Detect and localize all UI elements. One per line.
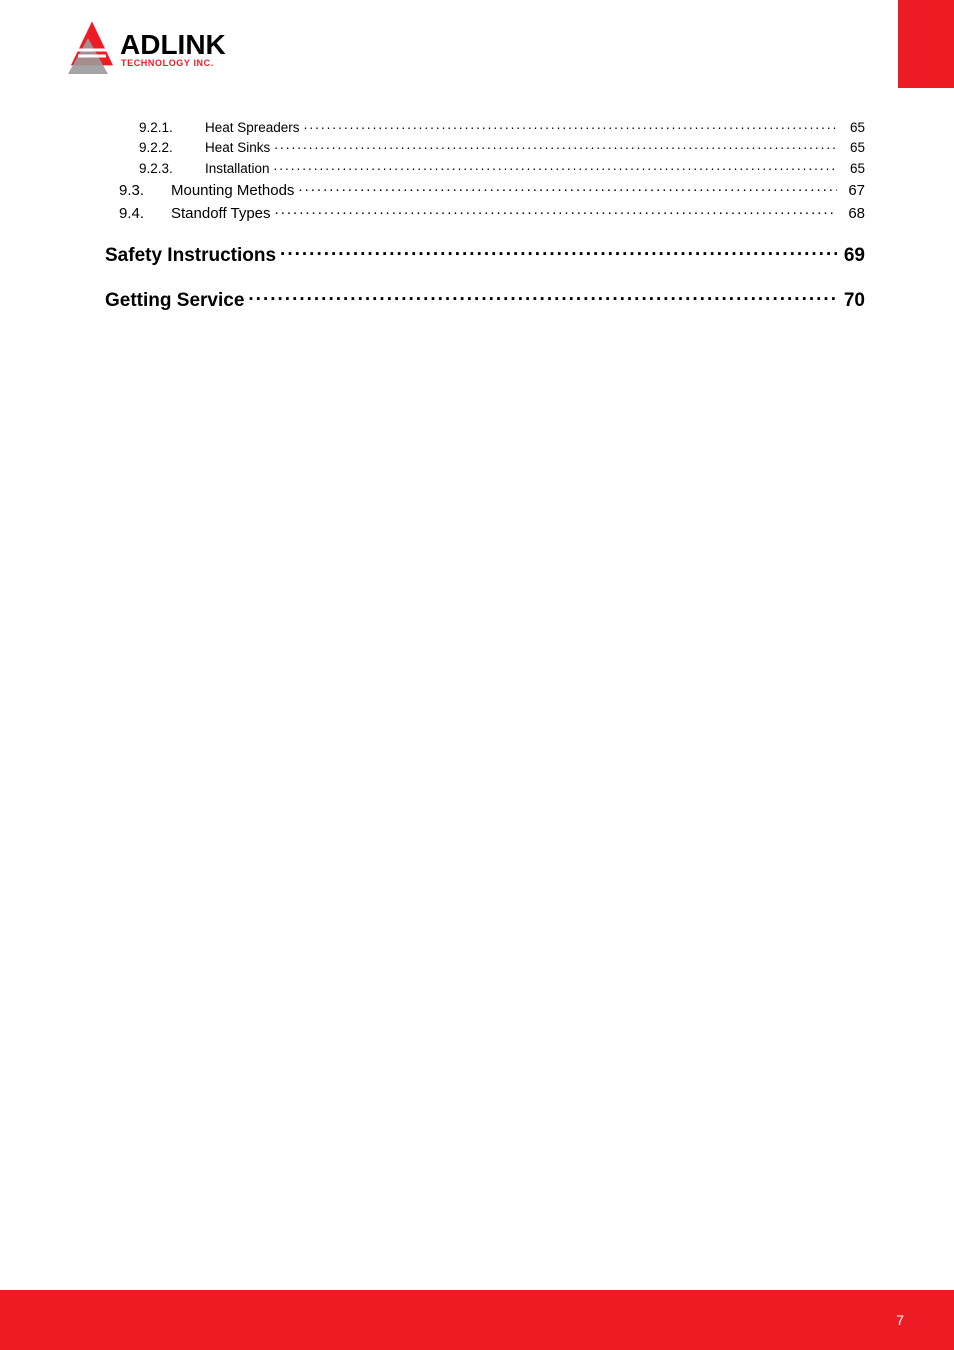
toc-number: 9.2.3.	[139, 161, 205, 176]
logo-svg: ADLINK TECHNOLOGY INC.	[68, 18, 273, 80]
header-red-stripe	[898, 0, 954, 88]
table-of-contents: 9.2.1. Heat Spreaders 65 9.2.2. Heat Sin…	[105, 118, 865, 316]
footer-band	[0, 1290, 954, 1350]
toc-leader	[248, 287, 837, 306]
toc-entry[interactable]: 9.2.1. Heat Spreaders 65	[105, 118, 865, 135]
toc-label: Getting Service	[105, 290, 244, 312]
toc-page: 68	[841, 205, 865, 222]
toc-leader	[304, 118, 837, 132]
adlink-logo: ADLINK TECHNOLOGY INC.	[68, 18, 273, 85]
toc-number: 9.4.	[119, 205, 171, 222]
toc-number: 9.2.2.	[139, 140, 205, 155]
toc-label: Heat Spreaders	[205, 120, 300, 135]
toc-number: 9.3.	[119, 182, 171, 199]
toc-leader	[274, 139, 837, 153]
toc-entry[interactable]: 9.4. Standoff Types 68	[105, 203, 865, 222]
toc-page: 65	[841, 161, 865, 176]
logo-wordmark: ADLINK	[120, 29, 226, 60]
toc-label: Standoff Types	[171, 205, 271, 222]
toc-section[interactable]: Getting Service 70	[105, 287, 865, 312]
toc-page: 65	[841, 120, 865, 135]
toc-page: 67	[841, 182, 865, 199]
toc-number: 9.2.1.	[139, 120, 205, 135]
toc-leader	[298, 180, 837, 195]
toc-label: Mounting Methods	[171, 182, 294, 199]
toc-leader	[275, 203, 837, 218]
toc-entry[interactable]: 9.3. Mounting Methods 67	[105, 180, 865, 199]
page-number: 7	[896, 1312, 904, 1328]
toc-entry[interactable]: 9.2.2. Heat Sinks 65	[105, 139, 865, 156]
toc-label: Installation	[205, 161, 270, 176]
toc-leader	[274, 159, 837, 173]
toc-page: 70	[841, 290, 865, 312]
toc-entry[interactable]: 9.2.3. Installation 65	[105, 159, 865, 176]
toc-label: Safety Instructions	[105, 245, 276, 267]
logo-tagline: TECHNOLOGY INC.	[121, 58, 214, 68]
toc-page: 65	[841, 140, 865, 155]
toc-leader	[280, 242, 837, 261]
toc-label: Heat Sinks	[205, 140, 270, 155]
toc-section[interactable]: Safety Instructions 69	[105, 242, 865, 267]
toc-page: 69	[841, 245, 865, 267]
